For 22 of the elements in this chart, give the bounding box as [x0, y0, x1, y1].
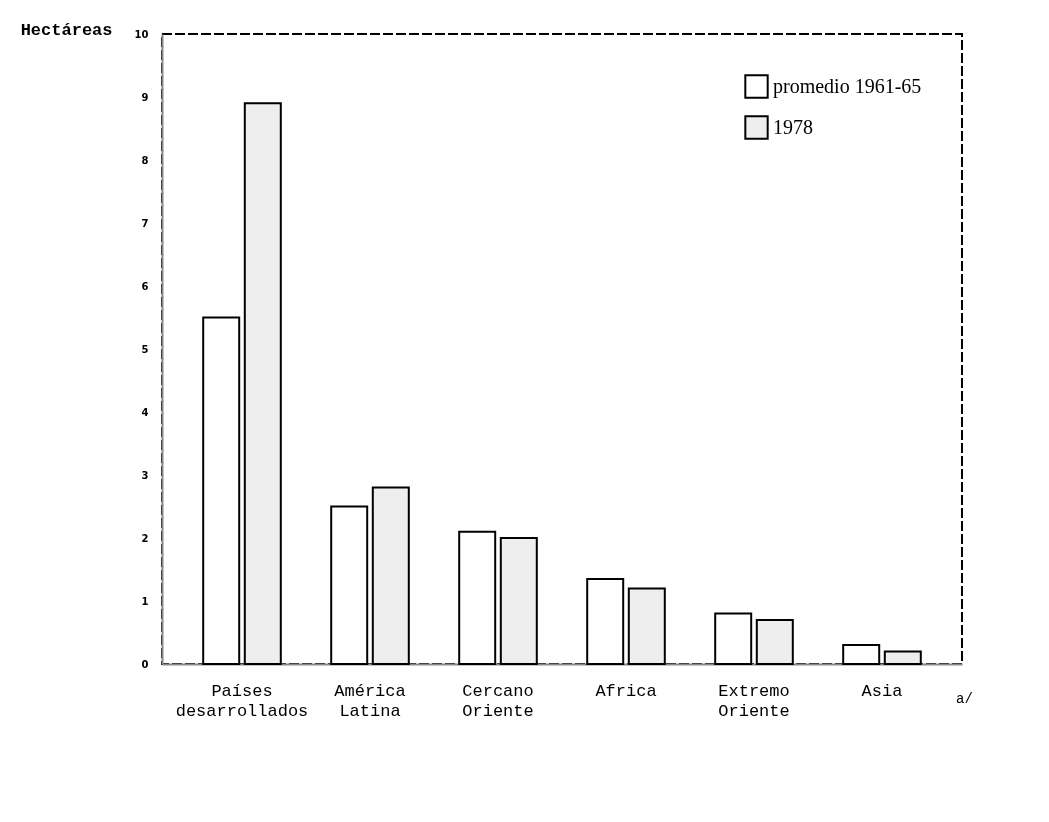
legend-label: 1978 — [773, 115, 813, 138]
y-tick-label: 8 — [141, 154, 149, 166]
x-tick-label: Extremo Oriente — [718, 681, 790, 721]
y-tick-label: 2 — [141, 532, 149, 544]
y-tick-label: 7 — [141, 217, 149, 229]
y-tick-label: 1 — [141, 595, 149, 607]
y-tick-label: 5 — [141, 343, 149, 355]
y-tick-label: 9 — [141, 91, 149, 103]
bar — [755, 618, 794, 665]
x-tick-label: Asia — [861, 681, 903, 701]
y-axis-title: Hectáreas — [20, 20, 113, 40]
y-tick-label: 3 — [141, 469, 149, 481]
y-tick-label: 0 — [141, 658, 149, 670]
y-tick-label: 4 — [141, 406, 149, 418]
x-tick-label: Países desarrollados — [175, 681, 309, 721]
y-tick-label: 10 — [134, 28, 149, 40]
x-tick-label: Cercano Oriente — [462, 681, 534, 721]
legend-label: promedio 1961-65 — [773, 74, 922, 98]
x-tick-label: América Latina — [334, 681, 406, 721]
x-tick-label: Africa — [595, 681, 657, 701]
text: a/ — [956, 691, 973, 707]
y-tick-label: 6 — [141, 280, 149, 292]
